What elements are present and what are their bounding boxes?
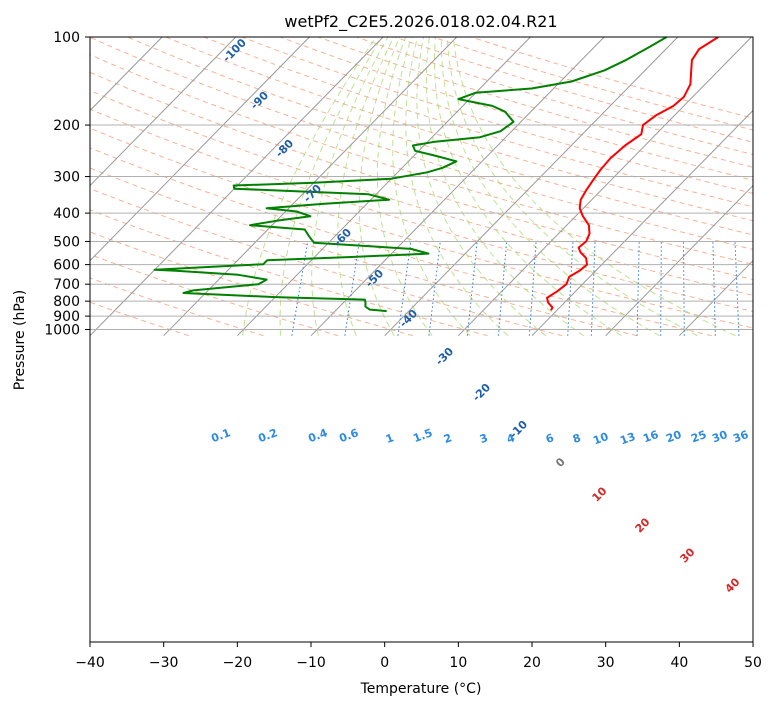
plot-frame <box>89 36 754 643</box>
dry-adiabat <box>90 147 712 337</box>
moist-adiabat <box>311 37 389 336</box>
mixing-ratio-line <box>712 241 716 336</box>
isotherm-line <box>531 109 753 337</box>
x-tick-label: 10 <box>449 655 467 671</box>
dry-adiabat <box>90 37 753 250</box>
isotherm-line <box>310 37 605 337</box>
chart-title: wetPf2_C2E5.2026.018.02.04.R21 <box>284 12 557 32</box>
y-tick-label: 100 <box>53 30 80 46</box>
moist-adiabat <box>452 37 736 337</box>
mixing-ratio-label: 13 <box>618 430 637 447</box>
x-tick-label: −30 <box>149 655 179 671</box>
moist-adiabat <box>392 37 471 337</box>
isotherm-line <box>163 37 458 337</box>
mixing-ratio-label: 1 <box>384 431 396 446</box>
isotherm-line <box>236 37 531 337</box>
dry-adiabat <box>90 108 753 312</box>
dry-adiabat <box>165 37 753 222</box>
isotherm-line <box>679 259 753 337</box>
isotherm-line <box>605 184 753 337</box>
moist-adiabat <box>242 37 377 336</box>
y-tick-label: 300 <box>53 170 80 186</box>
y-axis-title: Pressure (hPa) <box>12 290 28 390</box>
mixing-ratio-line <box>636 241 640 336</box>
mixing-ratio-label: 0.4 <box>306 426 329 445</box>
mixing-ratio-label: 4 <box>505 431 517 446</box>
dry-adiabat <box>90 254 339 337</box>
background-grid <box>90 37 753 337</box>
dry-adiabat <box>203 37 753 208</box>
moist-adiabat <box>405 37 509 337</box>
mixing-ratio-label: 25 <box>689 428 708 445</box>
dewpoint-line <box>153 37 668 313</box>
series-lines <box>153 37 719 313</box>
mixing-ratio-label: 6 <box>544 431 556 446</box>
mixing-ratio-label: 20 <box>664 428 683 446</box>
y-tick-label: 600 <box>53 258 80 274</box>
moist-adiabat <box>433 37 622 337</box>
mixing-ratio-label: 2 <box>442 431 454 446</box>
x-axis-ticks: −40 −30 −20 −10 0 10 20 30 40 50 <box>75 642 762 671</box>
dry-adiabat <box>90 54 753 265</box>
x-tick-label: 50 <box>744 655 762 671</box>
dry-adiabat <box>90 127 753 329</box>
y-tick-label: 1000 <box>44 323 80 339</box>
dry-adiabat <box>90 209 488 337</box>
x-tick-label: −40 <box>75 655 105 671</box>
dry-adiabat <box>90 301 189 337</box>
y-tick-label: 400 <box>53 206 80 222</box>
y-tick-label: 700 <box>53 277 80 293</box>
x-axis-title: Temperature (°C) <box>360 681 482 697</box>
moist-adiabat <box>425 37 584 337</box>
x-tick-label: 30 <box>597 655 615 671</box>
x-tick-label: 40 <box>670 655 688 671</box>
moist-adiabat <box>337 37 395 336</box>
isotherm-line <box>384 37 679 337</box>
mixing-ratio-label: 0.1 <box>209 426 232 445</box>
moist-adiabat <box>446 37 698 337</box>
mixing-ratio-label: 16 <box>641 428 660 446</box>
isotherm-line <box>90 37 310 262</box>
isotherm-line <box>90 37 237 187</box>
mixing-ratio-label: 36 <box>731 428 750 446</box>
mixing-ratio-label: 30 <box>710 428 729 446</box>
y-tick-label: 900 <box>53 309 80 325</box>
moist-adiabat <box>416 37 547 337</box>
x-tick-label: −10 <box>296 655 326 671</box>
x-tick-label: 0 <box>380 655 389 671</box>
dry-adiabat <box>90 167 638 337</box>
moist-adiabat <box>440 37 660 337</box>
moist-adiabat <box>376 37 433 336</box>
mixing-ratio-label: 8 <box>571 431 583 446</box>
isotherm-line <box>457 37 752 337</box>
mixing-ratio-label: 0.2 <box>256 426 279 445</box>
moist-adiabat <box>279 37 383 336</box>
mixing-ratio-label: 10 <box>591 430 610 448</box>
mixing-ratio-line <box>734 241 740 336</box>
y-tick-label: 500 <box>53 234 80 250</box>
mixing-ratio-line <box>567 241 574 336</box>
moist-adiabat <box>358 37 401 336</box>
mixing-ratio-line <box>428 241 441 336</box>
mixing-ratio-line <box>497 241 508 336</box>
mixing-ratio-label: 0.6 <box>337 426 360 445</box>
dry-adiabat <box>90 231 414 337</box>
dry-adiabat <box>318 37 753 168</box>
mixing-ratio-label: 1.5 <box>411 426 434 445</box>
y-tick-label: 200 <box>53 118 80 134</box>
x-tick-label: −20 <box>223 655 253 671</box>
mixing-ratio-line <box>528 241 537 336</box>
mixing-ratio-line <box>660 241 662 336</box>
temperature-line <box>546 37 719 311</box>
x-tick-label: 20 <box>523 655 541 671</box>
mixing-ratio-line <box>466 241 478 336</box>
y-tick-label: 800 <box>53 294 80 310</box>
isotherm-line <box>90 37 163 112</box>
mixing-ratio-line <box>682 241 685 336</box>
mixing-ratio-line <box>590 241 596 336</box>
mixing-ratio-label: 3 <box>478 431 490 446</box>
